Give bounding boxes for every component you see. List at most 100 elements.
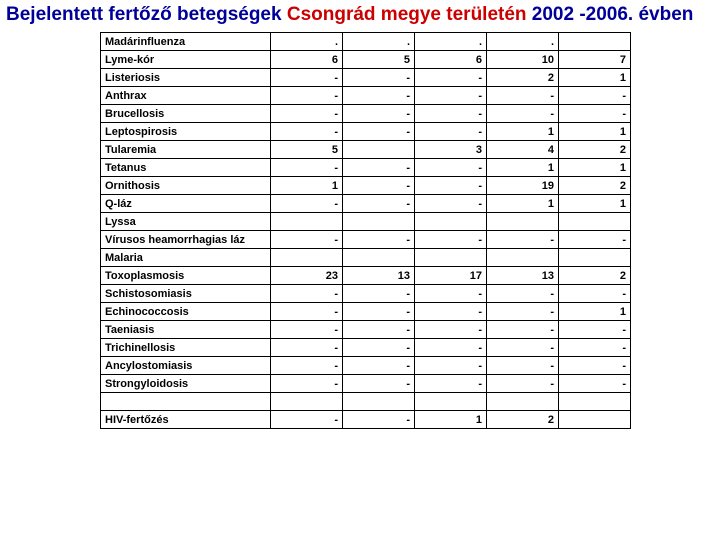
cell: 1 <box>559 195 631 213</box>
cell: - <box>487 105 559 123</box>
cell: 19 <box>487 177 559 195</box>
cell: 5 <box>271 141 343 159</box>
cell: 1 <box>559 69 631 87</box>
cell: - <box>415 321 487 339</box>
row-label: Ornithosis <box>101 177 271 195</box>
cell: - <box>343 105 415 123</box>
cell <box>343 249 415 267</box>
cell <box>271 249 343 267</box>
cell: 2 <box>559 177 631 195</box>
table-row: Tularemia5342 <box>101 141 631 159</box>
cell <box>343 213 415 231</box>
row-label: Anthrax <box>101 87 271 105</box>
cell: - <box>343 339 415 357</box>
cell: 1 <box>487 159 559 177</box>
cell: - <box>271 159 343 177</box>
row-label: Ancylostomiasis <box>101 357 271 375</box>
cell: - <box>415 303 487 321</box>
cell: - <box>487 321 559 339</box>
cell <box>343 141 415 159</box>
cell: 2 <box>487 411 559 429</box>
table-row: Schistosomiasis----- <box>101 285 631 303</box>
cell: 23 <box>271 267 343 285</box>
row-label: Tetanus <box>101 159 271 177</box>
table-row: Q-láz---11 <box>101 195 631 213</box>
cell: 13 <box>487 267 559 285</box>
cell <box>415 213 487 231</box>
cell: - <box>271 303 343 321</box>
cell: - <box>487 357 559 375</box>
cell: - <box>559 375 631 393</box>
cell: 1 <box>271 177 343 195</box>
row-label: Brucellosis <box>101 105 271 123</box>
table-row: Lyme-kór656107 <box>101 51 631 69</box>
cell: 17 <box>415 267 487 285</box>
cell: 1 <box>559 123 631 141</box>
disease-table: Madárinfluenza....Lyme-kór656107Listerio… <box>100 32 631 429</box>
table-row: Echinococcosis----1 <box>101 303 631 321</box>
table-row: Leptospirosis---11 <box>101 123 631 141</box>
cell: - <box>343 285 415 303</box>
cell: . <box>271 33 343 51</box>
table-row: Malaria <box>101 249 631 267</box>
row-label: Echinococcosis <box>101 303 271 321</box>
cell <box>487 249 559 267</box>
table-row: Brucellosis----- <box>101 105 631 123</box>
row-label: Taeniasis <box>101 321 271 339</box>
cell: - <box>271 357 343 375</box>
row-label <box>101 393 271 411</box>
cell: - <box>343 411 415 429</box>
table-row <box>101 393 631 411</box>
cell <box>343 393 415 411</box>
cell <box>271 213 343 231</box>
cell: - <box>487 231 559 249</box>
row-label: Lyme-kór <box>101 51 271 69</box>
cell: 6 <box>415 51 487 69</box>
cell: - <box>559 339 631 357</box>
table-row: Strongyloidosis----- <box>101 375 631 393</box>
cell: - <box>343 195 415 213</box>
table-row: Taeniasis----- <box>101 321 631 339</box>
table-row: Lyssa <box>101 213 631 231</box>
cell: - <box>415 105 487 123</box>
row-label: HIV-fertőzés <box>101 411 271 429</box>
cell: - <box>271 285 343 303</box>
cell: - <box>415 375 487 393</box>
table-row: Vírusos heamorrhagias láz----- <box>101 231 631 249</box>
row-label: Strongyloidosis <box>101 375 271 393</box>
cell: - <box>271 339 343 357</box>
cell: 1 <box>487 195 559 213</box>
cell: - <box>487 339 559 357</box>
cell: 2 <box>559 141 631 159</box>
cell: - <box>415 285 487 303</box>
cell: - <box>343 375 415 393</box>
cell <box>487 393 559 411</box>
cell <box>559 411 631 429</box>
row-label: Trichinellosis <box>101 339 271 357</box>
cell: 1 <box>559 159 631 177</box>
cell: 4 <box>487 141 559 159</box>
cell <box>559 33 631 51</box>
cell: - <box>415 87 487 105</box>
cell: - <box>271 231 343 249</box>
cell: - <box>271 321 343 339</box>
page-title: Bejelentett fertőző betegségek Csongrád … <box>0 0 720 32</box>
table-row: Anthrax----- <box>101 87 631 105</box>
cell: - <box>559 231 631 249</box>
cell: 5 <box>343 51 415 69</box>
cell: 7 <box>559 51 631 69</box>
cell: . <box>343 33 415 51</box>
cell: - <box>487 285 559 303</box>
table-row: Ancylostomiasis----- <box>101 357 631 375</box>
cell: - <box>559 357 631 375</box>
row-label: Malaria <box>101 249 271 267</box>
cell: - <box>559 321 631 339</box>
row-label: Madárinfluenza <box>101 33 271 51</box>
cell: - <box>271 87 343 105</box>
cell: - <box>271 105 343 123</box>
cell: - <box>487 303 559 321</box>
cell: - <box>415 177 487 195</box>
row-label: Tularemia <box>101 141 271 159</box>
cell: 1 <box>487 123 559 141</box>
cell: - <box>343 303 415 321</box>
